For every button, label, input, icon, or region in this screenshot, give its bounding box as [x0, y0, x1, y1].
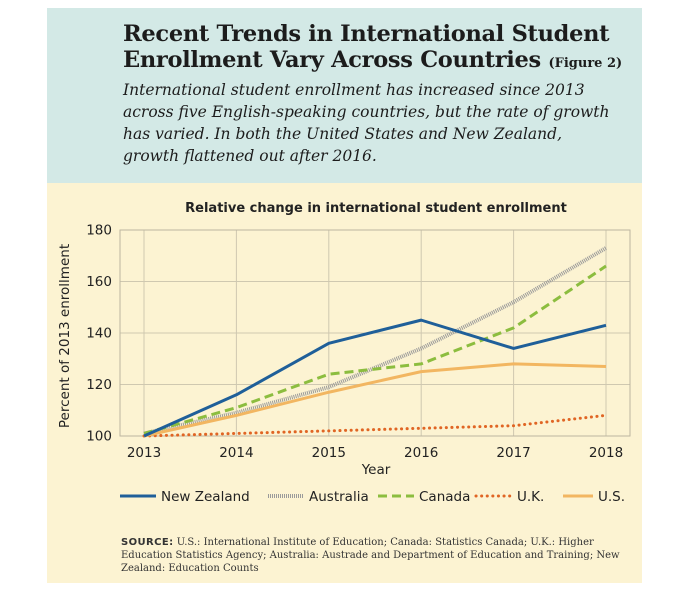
figure-subtitle: International student enrollment has inc…	[123, 81, 610, 165]
figure-label: (Figure 2)	[548, 56, 623, 71]
series-line-u-k	[142, 413, 608, 438]
source-label: SOURCE:	[121, 537, 174, 548]
x-tick-label: 2016	[404, 445, 438, 461]
chart-axes: 100 120 140 160 180 2013 2014 2015 2016 2017 2018	[86, 223, 623, 462]
x-tick-label: 2015	[312, 445, 346, 461]
legend-label: Australia	[309, 489, 369, 505]
series-line-canada	[143, 264, 607, 435]
x-axis-label: Year	[361, 462, 391, 478]
x-tick-label: 2013	[127, 445, 161, 461]
chart-area	[47, 183, 642, 583]
series-line-u-s	[143, 362, 607, 438]
legend-label: Canada	[419, 489, 470, 505]
figure-header: Recent Trends in International Student E…	[47, 8, 642, 183]
title-text: Recent Trends in International Student E…	[123, 21, 610, 73]
legend-label: U.S.	[598, 489, 625, 505]
series-lines	[142, 246, 608, 438]
x-tick-label: 2017	[496, 445, 530, 461]
figure-panel: Recent Trends in International Student E…	[47, 8, 642, 583]
source-text: U.S.: International Institute of Educati…	[121, 537, 620, 574]
y-tick-label: 100	[86, 429, 112, 445]
y-tick-label: 140	[86, 326, 112, 342]
y-tick-label: 120	[86, 377, 112, 393]
y-tick-label: 160	[86, 274, 112, 290]
grid-lines	[119, 229, 631, 437]
y-axis-label: Percent of 2013 enrollment	[57, 244, 73, 428]
plot-frame	[119, 229, 631, 437]
series-line-new-zealand	[143, 318, 607, 438]
y-tick-label: 180	[86, 223, 112, 239]
x-tick-label: 2018	[589, 445, 623, 461]
chart-legend: New Zealand Australia Canada U.K. U.S.	[120, 489, 625, 505]
x-tick-label: 2014	[219, 445, 253, 461]
figure-title: Recent Trends in International Student E…	[123, 21, 633, 77]
legend-label: New Zealand	[161, 489, 250, 505]
chart-title: Relative change in international student…	[185, 201, 567, 216]
legend-label: U.K.	[517, 489, 544, 505]
source-note: SOURCE: U.S.: International Institute of…	[121, 536, 631, 575]
